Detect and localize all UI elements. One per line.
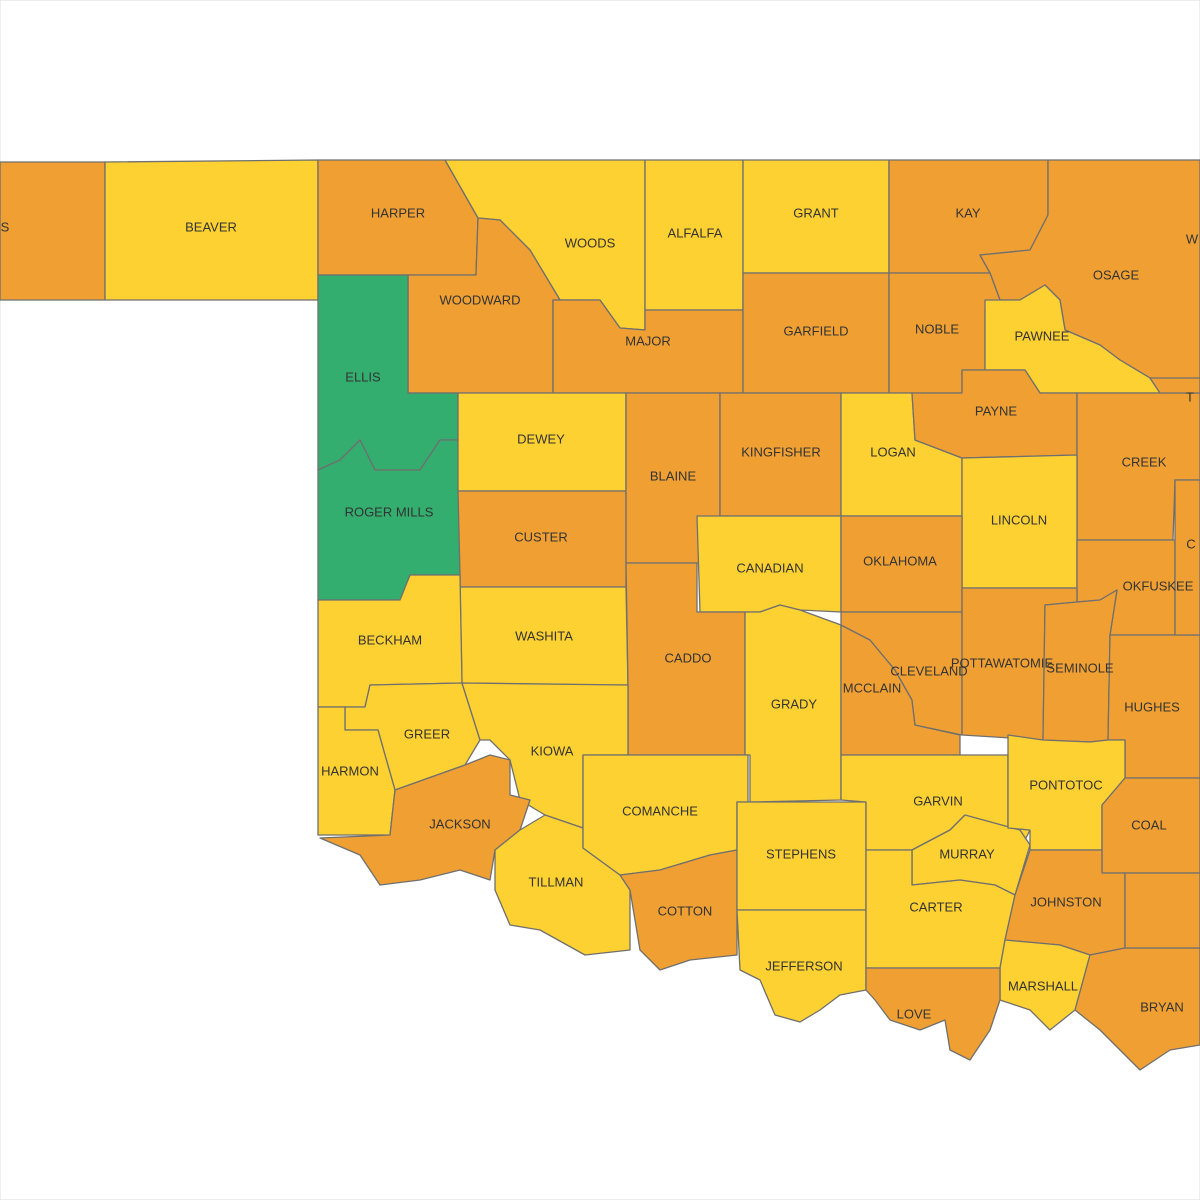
- county-label: SEMINOLE: [1046, 660, 1114, 675]
- county-label: LOGAN: [870, 444, 916, 459]
- county-label: LINCOLN: [991, 512, 1047, 527]
- county-label: BECKHAM: [358, 632, 422, 647]
- county-shapes: [0, 159, 1200, 1071]
- county-label: KINGFISHER: [741, 444, 820, 459]
- county-label: OKLAHOMA: [863, 553, 937, 568]
- county-label: WOODWARD: [439, 292, 520, 307]
- county-label: DEWEY: [517, 431, 565, 446]
- county-label: GRADY: [771, 696, 818, 711]
- county: [319, 754, 531, 886]
- county-label: W: [1186, 231, 1199, 246]
- county-label: WOODS: [565, 235, 616, 250]
- county-label: JACKSON: [429, 816, 490, 831]
- county-label: OSAGE: [1093, 267, 1140, 282]
- county-label: HUGHES: [1124, 699, 1180, 714]
- county-label: NOBLE: [915, 321, 959, 336]
- county-label: JOHNSTON: [1030, 894, 1101, 909]
- county-label: CLEVELAND: [890, 663, 967, 678]
- county-label: KAY: [955, 205, 980, 220]
- county-label: CARTER: [909, 899, 962, 914]
- county-label: CREEK: [1122, 454, 1167, 469]
- county-label: MCCLAIN: [843, 680, 902, 695]
- county-label: PONTOTOC: [1029, 777, 1102, 792]
- county-label: BRYAN: [1140, 999, 1184, 1014]
- county-label: CUSTER: [514, 529, 567, 544]
- county-label: COAL: [1131, 817, 1166, 832]
- county-label: MAJOR: [625, 333, 671, 348]
- county-label: LOVE: [897, 1006, 932, 1021]
- county-label: BEAVER: [185, 219, 237, 234]
- county-label: COMANCHE: [622, 803, 698, 818]
- county: [865, 967, 1001, 1061]
- county-label: WASHITA: [515, 628, 573, 643]
- county-label: ALFALFA: [668, 225, 723, 240]
- county: [1174, 479, 1200, 636]
- county: [911, 369, 1078, 459]
- county-label: MURRAY: [939, 846, 995, 861]
- county-label: HARPER: [371, 205, 425, 220]
- county-label: ELLIS: [345, 369, 381, 384]
- county-label: CADDO: [665, 650, 712, 665]
- county: [619, 849, 738, 971]
- county-label: TILLMAN: [529, 874, 584, 889]
- county-label: T: [1186, 389, 1194, 404]
- county-label: C: [1186, 536, 1195, 551]
- county-label: JEFFERSON: [765, 958, 842, 973]
- county-label: COTTON: [658, 903, 713, 918]
- county-label: GRANT: [793, 205, 839, 220]
- county-label: KIOWA: [531, 743, 574, 758]
- county-label: POTTAWATOMIE: [951, 655, 1054, 670]
- county-label: GREER: [404, 726, 450, 741]
- county: [0, 161, 106, 301]
- county-label: GARVIN: [913, 793, 963, 808]
- county: [1149, 377, 1200, 394]
- county-label: CANADIAN: [736, 560, 803, 575]
- county: [1124, 872, 1200, 949]
- county-label: GARFIELD: [783, 323, 848, 338]
- county-label: HARMON: [321, 763, 379, 778]
- county: [317, 706, 396, 836]
- county-label: MARSHALL: [1008, 978, 1078, 993]
- county-label: PAWNEE: [1015, 328, 1070, 343]
- county-label: ROGER MILLS: [345, 504, 434, 519]
- county: [1074, 947, 1200, 1071]
- county-label: STEPHENS: [766, 846, 836, 861]
- county-label: S: [1, 219, 10, 234]
- county-label: PAYNE: [975, 403, 1017, 418]
- county-label: OKFUSKEE: [1123, 578, 1194, 593]
- county-label: BLAINE: [650, 468, 697, 483]
